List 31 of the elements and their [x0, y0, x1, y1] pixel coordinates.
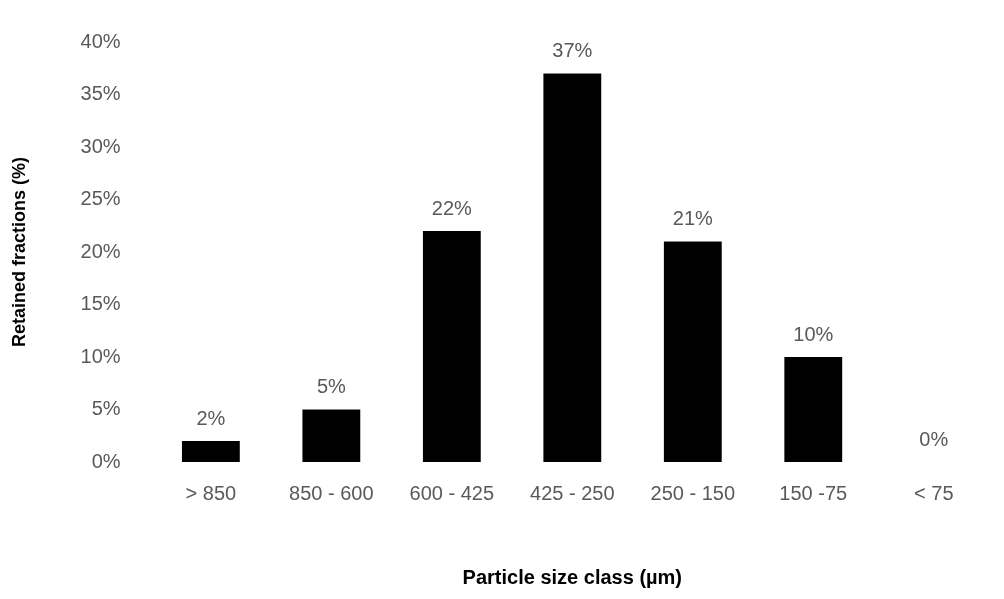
y-tick-label: 25%	[80, 187, 121, 210]
data-label: 2%	[196, 406, 226, 429]
data-label: 37%	[552, 39, 593, 62]
y-tick-label: 40%	[80, 29, 121, 52]
y-axis-title: Retained fractions (%)	[8, 156, 29, 348]
bar	[543, 73, 602, 462]
x-axis-title: Particle size class (µm)	[462, 565, 683, 588]
y-tick-label: 0%	[91, 449, 121, 472]
y-tick-label: 35%	[80, 82, 121, 105]
bar	[302, 409, 361, 462]
data-label: 5%	[316, 375, 347, 398]
y-tick-label: 15%	[80, 292, 121, 315]
bar	[422, 231, 481, 462]
bar	[784, 357, 843, 462]
x-tick-label: 600 - 425	[409, 481, 495, 504]
x-tick-label: 850 - 600	[289, 481, 374, 504]
data-label: 21%	[672, 207, 714, 230]
data-label: 10%	[793, 322, 834, 345]
x-tick-label: > 850	[185, 481, 237, 504]
x-tick-label: 250 - 150	[650, 481, 736, 504]
y-tick-label: 20%	[80, 239, 121, 262]
y-tick-label: 10%	[80, 344, 121, 367]
y-tick-label: 5%	[91, 397, 121, 420]
y-tick-label: 30%	[80, 134, 121, 157]
bar	[663, 241, 722, 462]
bar	[181, 441, 240, 462]
x-tick-label: 150 -75	[779, 481, 848, 504]
data-label: 22%	[431, 196, 473, 219]
x-tick-label: 425 - 250	[530, 481, 615, 504]
data-label: 0%	[919, 427, 949, 450]
x-tick-label: < 75	[914, 481, 954, 504]
